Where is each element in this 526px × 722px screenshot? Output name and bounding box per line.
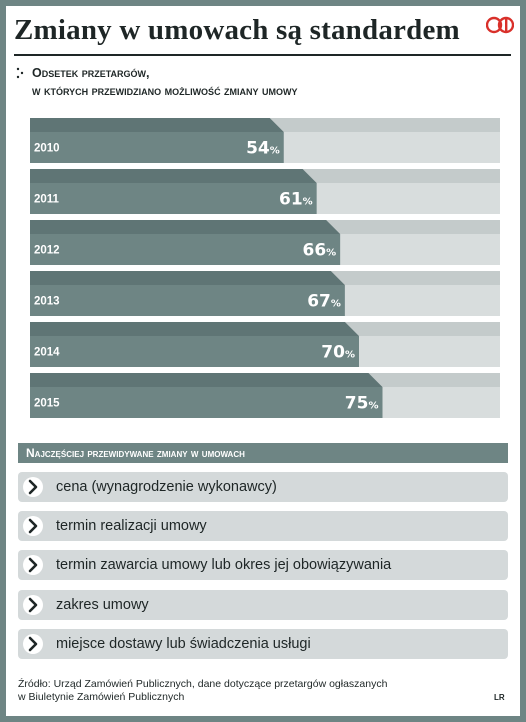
bar-value-label: 67% [307, 292, 341, 312]
rp-logo [486, 16, 514, 34]
bar-value [30, 285, 345, 316]
list-item: miejsce dostawy lub świadczenia usługi [18, 629, 508, 659]
arrow-right-circle-icon [23, 595, 43, 615]
list-item: termin zawarcia umowy lub okres jej obow… [18, 550, 508, 580]
arrow-right-circle-icon [23, 516, 43, 536]
bar-category-label: 2015 [34, 398, 60, 410]
bar-category-label: 2010 [34, 143, 60, 155]
bar-category-label: 2011 [34, 194, 60, 206]
item-text: cena (wynagrodzenie wykonawcy) [56, 479, 277, 495]
arrow-right-circle-icon [23, 477, 43, 497]
bar-value-top [30, 220, 341, 234]
bar-remainder-top [326, 220, 500, 234]
bar-category-label: 2013 [34, 296, 60, 308]
bar-remainder-top [345, 322, 500, 336]
subtitle-line-1: Odsetek przetargów, [32, 66, 150, 80]
bar-value [30, 132, 284, 163]
page-title: Zmiany w umowach są standardem [14, 14, 460, 46]
bar-remainder-top [302, 169, 500, 183]
bar-remainder [316, 183, 500, 214]
bar-remainder [340, 234, 500, 265]
source-line-1: Źródło: Urząd Zamówień Publicznych, dane… [18, 678, 388, 690]
bar-remainder-top [368, 373, 500, 387]
arrow-right-circle-icon [23, 634, 43, 654]
bar-value-top [30, 118, 284, 132]
bar-value-top [30, 373, 383, 387]
changes-header: Najczęściej przewidywane zmiany w umowac… [18, 443, 508, 463]
item-text: miejsce dostawy lub świadczenia usługi [56, 636, 311, 652]
bar-value-top [30, 169, 317, 183]
bar-remainder [382, 387, 500, 418]
item-text: termin realizacji umowy [56, 518, 207, 534]
bar-value-label: 54% [246, 139, 280, 159]
bar-value-label: 66% [302, 241, 336, 261]
bar-remainder-top [269, 118, 500, 132]
bar-value [30, 234, 341, 265]
bar-value-label: 75% [345, 394, 379, 414]
bar-value [30, 387, 383, 418]
bullet-dots-icon [16, 67, 24, 79]
list-item: termin realizacji umowy [18, 511, 508, 541]
item-text: termin zawarcia umowy lub okres jej obow… [56, 557, 392, 573]
list-item: cena (wynagrodzenie wykonawcy) [18, 472, 508, 502]
bar-remainder [344, 285, 500, 316]
bar-value-label: 61% [279, 190, 313, 210]
bar-value [30, 183, 317, 214]
bar-category-label: 2012 [34, 245, 60, 257]
arrow-right-circle-icon [23, 555, 43, 575]
source-line-2: w Biuletynie Zamówień Publicznych [18, 691, 185, 703]
bar-remainder [359, 336, 500, 367]
bar-remainder [283, 132, 500, 163]
list-item: zakres umowy [18, 590, 508, 620]
bar-remainder-top [330, 271, 500, 285]
subtitle-line-2: w których przewidziano możliwość zmiany … [32, 84, 298, 98]
author-initials: LR [494, 693, 505, 702]
bar-value-label: 70% [321, 343, 355, 363]
bar-value-top [30, 271, 345, 285]
bar-chart: 2010 54% 2011 61% 2012 66% 2013 67% 2014 70% 2015 7… [30, 118, 500, 418]
bar-value [30, 336, 359, 367]
bar-value-top [30, 322, 359, 336]
title-rule [14, 54, 511, 56]
chart-subtitle: Odsetek przetargów, w których przewidzia… [32, 64, 298, 100]
bar-category-label: 2014 [34, 347, 60, 359]
item-text: zakres umowy [56, 597, 149, 613]
source-note: Źródło: Urząd Zamówień Publicznych, dane… [18, 678, 387, 704]
